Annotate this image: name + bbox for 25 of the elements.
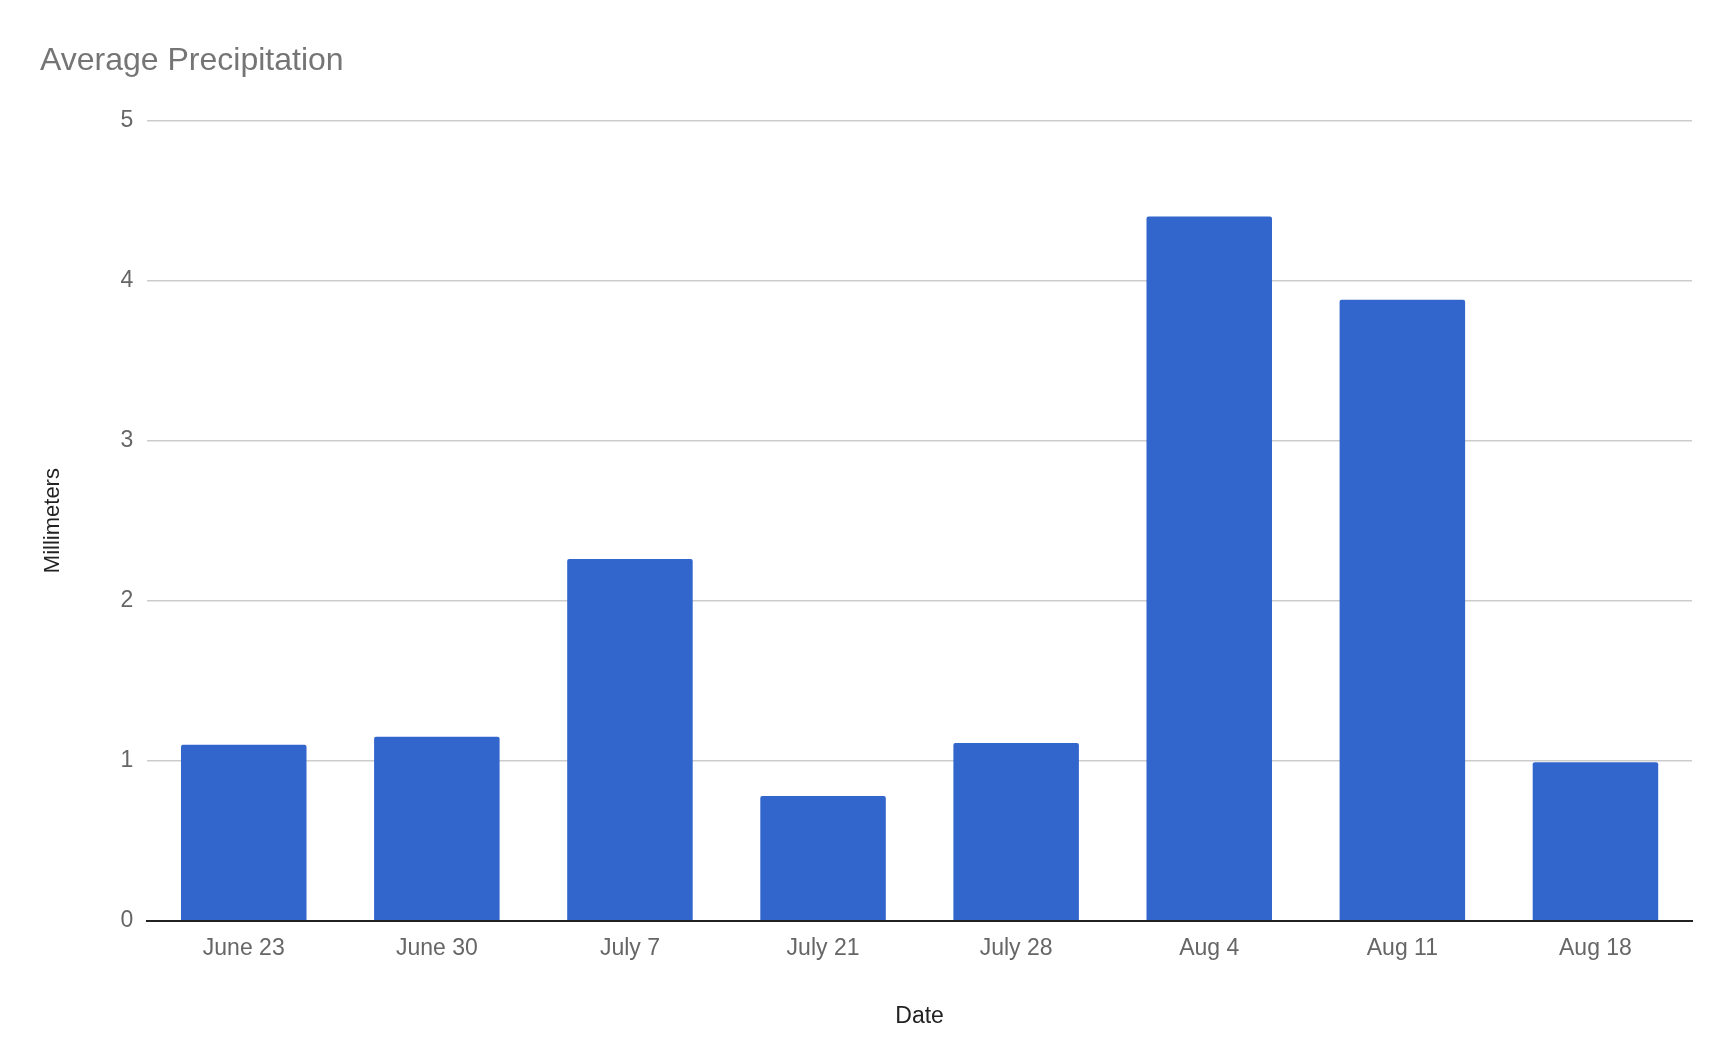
bar — [567, 559, 693, 921]
bar — [374, 736, 500, 921]
y-tick-label: 5 — [120, 105, 134, 132]
x-tick-label: Aug 18 — [1559, 933, 1632, 960]
y-tick-label: 2 — [120, 585, 134, 612]
x-tick-label: June 30 — [395, 933, 478, 960]
x-tick-label: July 21 — [786, 933, 860, 960]
bar — [953, 743, 1079, 921]
y-tick-label: 3 — [120, 425, 134, 452]
bar — [1339, 299, 1466, 921]
y-axis-title: Millimeters — [39, 468, 65, 574]
bar — [180, 744, 307, 921]
y-tick-label: 4 — [120, 265, 134, 292]
chart-title: Average Precipitation — [40, 41, 344, 78]
bar — [1532, 762, 1659, 921]
x-tick-label: Aug 4 — [1179, 933, 1240, 960]
x-tick-label: June 23 — [202, 933, 285, 960]
bar — [760, 795, 886, 921]
y-tick-label: 0 — [120, 906, 134, 933]
x-tick-label: July 7 — [599, 933, 660, 960]
x-tick-label: July 28 — [979, 933, 1053, 960]
y-tick-label: 1 — [120, 746, 134, 773]
bar — [1146, 216, 1273, 921]
x-tick-label: Aug 11 — [1366, 933, 1438, 960]
x-axis-title: Date — [895, 1001, 944, 1028]
